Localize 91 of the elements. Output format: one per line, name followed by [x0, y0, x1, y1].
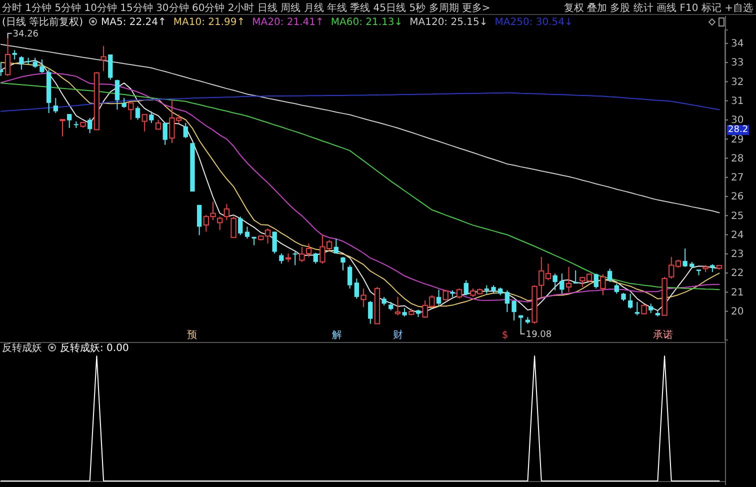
candlestick — [464, 280, 468, 296]
candlestick — [230, 216, 236, 238]
candlestick — [641, 304, 647, 315]
annotation: $ — [502, 330, 508, 341]
y-tick-label: 22 — [731, 268, 744, 280]
candlestick — [552, 273, 558, 291]
annotation: 预 — [187, 330, 197, 341]
candlestick — [108, 54, 113, 80]
text: MA20: 21.41↑ — [252, 17, 324, 28]
y-tick-label: 20 — [731, 306, 744, 318]
candlestick — [560, 273, 564, 294]
candlestick — [183, 122, 188, 139]
y-tick-label: 31 — [731, 96, 744, 107]
y-tick-label: 21 — [731, 287, 744, 298]
candlestick — [436, 289, 442, 306]
candlestick — [354, 278, 360, 300]
candlestick — [244, 226, 250, 240]
y-tick-label: 33 — [731, 58, 744, 69]
candlestick — [67, 114, 72, 128]
y-tick-label: 23 — [731, 249, 744, 260]
y-tick-label: 30 — [731, 115, 744, 126]
text: 分时 1分钟 5分钟 10分钟 15分钟 30分钟 60分钟 2小时 日线 周线 月线 年线 季线 45日线 5秒 多周期 更多> — [2, 2, 490, 14]
candlestick — [279, 253, 284, 264]
annotation: 34.26 — [12, 29, 39, 40]
candlestick — [60, 118, 66, 137]
candlestick — [360, 288, 366, 308]
candlestick — [368, 300, 373, 324]
text: 复权 叠加 多股 统计 画线 F10 标记 +自选 — [564, 2, 753, 14]
annotation: 财 — [393, 329, 403, 341]
candlestick — [313, 252, 318, 264]
candlestick — [456, 288, 462, 300]
candlestick — [600, 274, 606, 296]
text: MA120: 25.15↓ — [410, 17, 488, 28]
candlestick — [238, 216, 243, 236]
y-tick-label: 25 — [731, 210, 744, 222]
y-tick-label: 29 — [731, 134, 744, 146]
candlestick — [340, 256, 346, 271]
candlestick — [128, 102, 134, 120]
candlestick — [566, 266, 572, 292]
candlestick — [518, 314, 524, 330]
candlestick — [4, 38, 11, 77]
text: MA10: 21.99↑ — [173, 17, 246, 28]
candlestick — [88, 118, 92, 134]
candlestick — [162, 122, 168, 146]
y-tick-label: 27 — [731, 172, 744, 184]
candlestick — [573, 270, 578, 284]
y-tick-label: 28 — [731, 153, 744, 164]
annotation: 19.08 — [526, 330, 552, 340]
line-series — [0, 92, 720, 112]
candlestick — [607, 268, 612, 283]
candlestick — [224, 203, 230, 221]
y-tick-label: 24 — [731, 230, 744, 241]
text: MA5: 22.24↑ — [100, 17, 166, 28]
candlestick — [628, 293, 633, 310]
candlestick — [19, 56, 24, 70]
candlestick — [648, 303, 654, 314]
text: 28.2 — [728, 125, 748, 135]
candlestick — [12, 50, 17, 60]
annotation: 承诺 — [653, 329, 673, 341]
candlestick — [292, 251, 298, 266]
candlestick — [442, 290, 448, 301]
candlestick — [682, 248, 688, 268]
candlestick — [272, 231, 277, 254]
text: MA250: 30.54↓ — [494, 17, 573, 28]
y-tick-label: 26 — [731, 192, 744, 203]
candlestick — [504, 290, 510, 313]
text: MA60: 21.13↓ — [330, 17, 403, 28]
candlestick — [394, 296, 401, 316]
y-tick-label: 34 — [731, 38, 744, 50]
candlestick — [634, 301, 640, 316]
series-label: 反转成妖: 0.00 — [60, 342, 129, 354]
candlestick — [100, 46, 106, 72]
chart-title: 反转成妖 — [2, 342, 42, 354]
candlestick — [135, 106, 140, 120]
y-tick-label: 32 — [731, 76, 744, 88]
candlestick — [197, 204, 202, 236]
candlestick — [114, 79, 120, 110]
line-series — [0, 44, 720, 214]
candlestick — [53, 97, 58, 114]
candlestick — [122, 97, 126, 108]
candlestick — [334, 238, 338, 254]
candlestick — [142, 114, 148, 132]
candlestick — [614, 283, 619, 294]
candlestick — [594, 273, 598, 290]
candlestick — [40, 58, 44, 74]
candlestick — [149, 110, 154, 124]
candlestick — [512, 300, 516, 321]
candlestick — [217, 216, 223, 231]
candlestick — [348, 264, 352, 290]
annotation: 解 — [332, 330, 342, 341]
chart-title: (日线 等比前复权) — [2, 16, 84, 28]
